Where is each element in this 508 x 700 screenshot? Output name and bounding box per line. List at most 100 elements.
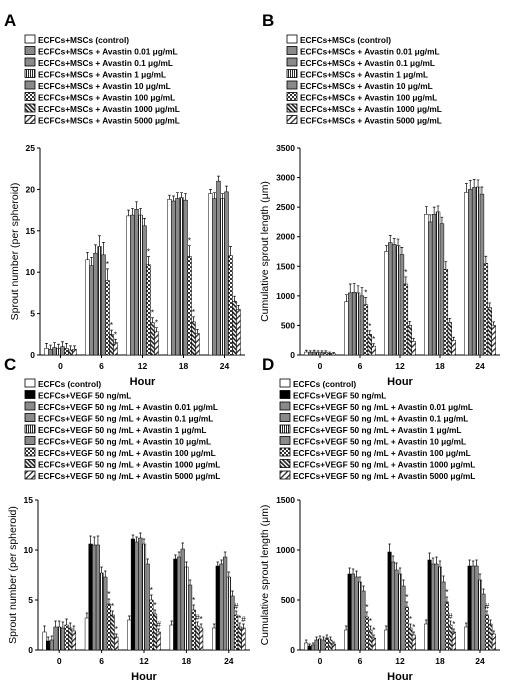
bar — [331, 643, 336, 651]
bar — [71, 630, 76, 651]
error-bar — [135, 536, 138, 542]
bar — [384, 629, 389, 651]
error-bar — [237, 304, 240, 310]
bar — [224, 191, 229, 356]
legend-swatch — [279, 436, 291, 445]
error-bar — [428, 214, 432, 222]
significance-marker: * — [405, 593, 408, 602]
legend-entry: ECFCs+VEGF 50 ng/mL — [293, 391, 386, 401]
y-tick-label: 10 — [24, 545, 34, 555]
error-bar — [153, 609, 157, 614]
significance-marker: * — [115, 625, 118, 634]
error-bar — [322, 636, 325, 640]
error-bar — [46, 636, 50, 641]
x-tick-label: 6 — [99, 361, 104, 371]
error-bar — [325, 634, 329, 638]
error-bar — [192, 316, 195, 322]
error-bar — [351, 568, 355, 574]
legend-entry: ECFCs+MSCs + Avastin 0.1 μg/mL — [300, 58, 435, 68]
error-bar — [356, 285, 360, 293]
error-bar — [92, 536, 96, 545]
error-bar — [368, 330, 372, 335]
error-bar — [475, 559, 478, 566]
significance-marker: * — [365, 603, 368, 612]
legend-entry: ECFCs+MSCs + Avastin 10 μg/mL — [38, 81, 171, 91]
significance-marker: * — [412, 623, 415, 632]
error-bar — [352, 283, 356, 293]
error-bar — [315, 636, 318, 640]
y-tick-label: 2500 — [276, 202, 295, 212]
significance-marker: * — [114, 330, 117, 339]
bar — [451, 631, 456, 651]
error-bar — [143, 218, 146, 226]
legend-swatch — [279, 401, 291, 411]
bar — [311, 644, 316, 651]
error-bar — [242, 623, 245, 628]
legend-swatch — [24, 424, 36, 434]
y-tick-label: 3000 — [276, 173, 295, 183]
y-tick-label: 0 — [30, 350, 35, 360]
error-bar — [412, 631, 416, 635]
error-bar — [395, 562, 398, 570]
bar — [431, 563, 436, 651]
legend-entry: ECFCs+MSCs + Avastin 0.01 μg/mL — [300, 47, 440, 57]
bar — [180, 548, 185, 651]
error-bar — [360, 287, 364, 296]
error-bar — [424, 619, 428, 624]
error-bar — [405, 601, 409, 607]
bar — [323, 352, 329, 356]
error-bar — [452, 336, 456, 341]
legend-swatch — [24, 115, 36, 124]
bar — [216, 180, 221, 356]
error-bar — [98, 235, 101, 247]
bar — [127, 619, 132, 651]
error-bar — [155, 327, 158, 332]
legend-entry: ECFCs+VEGF 50 ng /mL + Avastin 0.1 μg/mL — [38, 414, 213, 424]
bar — [351, 573, 356, 651]
error-bar — [488, 302, 492, 308]
panel-label: C — [4, 355, 16, 374]
error-bar — [329, 636, 332, 640]
error-bar — [355, 570, 358, 577]
error-bar — [365, 611, 369, 617]
error-bar — [73, 345, 76, 350]
bar — [44, 348, 49, 356]
bar — [92, 544, 97, 651]
bar — [85, 259, 90, 356]
bar — [471, 187, 477, 356]
error-bar — [142, 538, 146, 544]
error-bar — [484, 255, 488, 264]
error-bar — [229, 246, 232, 256]
bar — [150, 322, 155, 356]
bar — [491, 633, 496, 651]
bar — [228, 255, 233, 356]
error-bar — [57, 343, 60, 349]
x-tick-label: 18 — [435, 361, 445, 371]
x-tick-label: 0 — [57, 656, 62, 666]
significance-marker: * — [404, 268, 407, 277]
y-axis-label: Cumulative sprout length (μm) — [259, 505, 271, 646]
error-bar — [312, 349, 316, 353]
legend-entry: ECFCs+MSCs + Avastin 5000 μg/mL — [38, 116, 180, 126]
error-bar — [438, 560, 442, 567]
y-tick-label: 25 — [26, 143, 36, 153]
bar — [64, 624, 69, 651]
error-bar — [452, 628, 456, 632]
error-bar — [188, 579, 192, 585]
x-tick-label: 24 — [475, 361, 485, 371]
bar — [191, 321, 196, 356]
error-bar — [320, 350, 324, 353]
bar — [101, 254, 106, 356]
error-bar — [184, 193, 187, 201]
error-bar — [180, 192, 183, 198]
bar — [479, 193, 485, 356]
bar — [464, 626, 469, 651]
bar — [427, 559, 432, 651]
bar — [468, 189, 473, 356]
bar — [237, 626, 242, 651]
bar — [478, 579, 482, 651]
error-bar — [432, 206, 436, 215]
x-axis-label: Hour — [131, 671, 157, 683]
significance-marker: * — [111, 602, 114, 611]
legend-entry: ECFCs+MSCs + Avastin 5000 μg/mL — [300, 116, 442, 126]
